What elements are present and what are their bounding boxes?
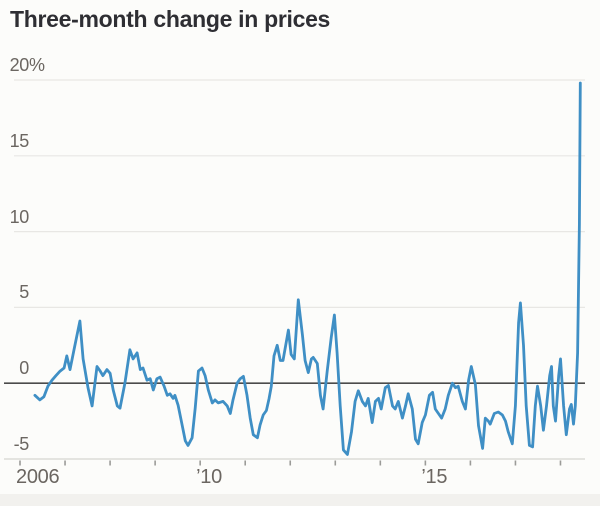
y-axis-label-0: 0: [19, 358, 29, 379]
price-change-series-line: [33, 81, 582, 456]
chart-title: Three-month change in prices: [10, 6, 331, 32]
x-axis-label-2006: 2006: [16, 466, 60, 488]
x-axis-label-2015: ’15: [421, 466, 448, 488]
y-axis-label-15: 15: [9, 130, 30, 151]
x-axis-label-2010: ’10: [196, 466, 222, 488]
y-axis-label-20: 20%: [9, 55, 45, 75]
y-axis-label-5: 5: [19, 282, 29, 303]
y-axis-label-10: 10: [9, 206, 30, 227]
bottom-strip: [0, 494, 600, 506]
y-axis-label--5: -5: [13, 434, 30, 454]
